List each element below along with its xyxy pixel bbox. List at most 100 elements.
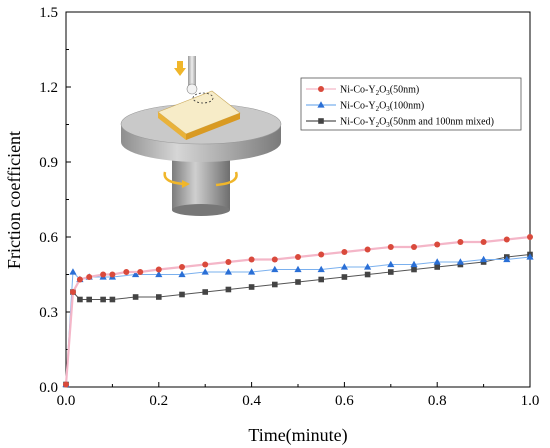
data-point-s3 [86,296,92,303]
legend-label-part: Ni-Co-Y [340,85,376,96]
data-point-s3 [341,274,348,280]
data-point-s1 [248,256,255,263]
data-point-s2 [433,258,441,265]
data-point-s2 [317,265,325,273]
data-point-s1 [480,239,487,245]
legend-label: Ni-Co-Y2O3(50nm and 100nm mixed) [340,117,494,130]
legend-label-part: 3 [386,105,390,113]
legend-label: Ni-Co-Y2O3(100nm) [340,101,424,114]
y-tick-label: 0.0 [39,380,58,396]
y-axis-title: Friction coefficient [4,131,24,269]
data-point-s3 [100,296,106,303]
legend-marker [317,101,325,108]
legend-label-part: 3 [386,89,390,97]
axis-ticks: 0.0 0.2 0.4 0.6 0.8 1.0 0.0 0.3 0.6 0.9 1.2 1.5 [39,5,539,409]
data-point-s1 [100,271,107,278]
data-point-s2 [132,270,140,278]
data-point-s2 [364,263,372,270]
data-point-s2 [456,258,464,265]
x-tick-label: 1.0 [521,393,540,409]
data-point-s3 [109,296,116,303]
data-point-s3 [364,271,371,278]
data-point-s1 [225,259,232,265]
data-point-s1 [503,236,510,243]
data-point-s3 [318,276,324,283]
data-point-s3 [225,286,232,293]
data-point-s2 [294,265,302,273]
data-point-s2 [387,260,395,268]
legend-label-part: 2 [376,89,380,97]
legend-label-part: Ni-Co-Y [340,101,376,112]
data-point-s3 [434,264,440,270]
x-tick-label: 0.0 [57,393,76,409]
data-point-s1 [364,246,371,253]
data-point-s3 [77,296,83,303]
data-point-s2 [480,255,488,263]
data-point-s1 [137,269,144,275]
data-point-s2 [69,268,77,275]
data-point-s2 [271,265,279,273]
legend-label-part: 3 [386,121,390,129]
data-point-s1 [411,244,417,250]
data-point-s2 [503,255,511,263]
x-tick-label: 0.6 [335,393,354,409]
data-point-s1 [86,274,93,280]
data-point-s1 [527,234,533,240]
data-point-s3 [179,291,185,298]
data-point-s1 [271,256,278,263]
data-point-s1 [295,254,301,260]
legend-label-part: (100nm) [390,101,424,112]
plot-frame [65,11,531,388]
data-point-s3 [388,269,394,275]
legend-label-part: (50nm and 100nm mixed) [390,117,494,128]
series-line-2 [65,256,531,385]
legend-label: Ni-Co-Y2O3(50nm) [340,85,419,98]
x-tick-label: 0.4 [242,393,261,409]
legend-label-part: O [379,117,386,128]
legend-marker [318,86,324,92]
data-point-s1 [341,249,348,255]
data-point-s2 [178,270,186,278]
y-tick-label: 0.3 [39,305,58,321]
data-point-s3 [132,294,139,300]
legend-box [300,77,522,131]
data-point-s3 [202,289,208,295]
data-point-s3 [272,281,278,288]
data-point-s1 [76,276,83,283]
data-point-s2 [224,268,232,275]
data-point-s2 [248,268,256,275]
legend-label-part: Ni-Co-Y [340,117,376,128]
data-point-s3 [411,266,417,273]
data-point-s3 [295,279,301,285]
data-point-s1 [155,266,162,273]
data-point-s3 [156,294,162,300]
data-point-s1 [318,251,325,258]
data-point-s1 [179,264,185,270]
x-axis-title: Time(minute) [248,425,347,446]
tribometer-schematic-icon [120,56,282,216]
data-point-s3 [248,284,255,290]
legend: Ni-Co-Y2O3(50nm)Ni-Co-Y2O3(100nm)Ni-Co-Y… [300,77,522,131]
data-point-s1 [69,289,76,295]
data-point-s2 [410,260,418,268]
data-point-s1 [434,241,441,248]
data-point-s1 [63,381,69,388]
legend-label-part: O [379,85,386,96]
x-tick-label: 0.2 [149,393,168,409]
legend-label-part: (50nm) [390,85,419,96]
x-tick-label: 0.8 [428,393,447,409]
data-point-s1 [123,269,130,275]
data-point-s1 [387,244,394,250]
data-point-s2 [201,268,209,275]
legend-label-part: O [379,101,386,112]
data-point-s1 [457,239,464,245]
y-tick-label: 0.6 [39,230,58,246]
y-tick-label: 1.5 [39,5,58,21]
data-point-s2 [155,270,163,278]
series-layer [62,234,534,388]
data-point-s2 [526,253,534,260]
data-point-s2 [340,263,348,270]
data-point-s1 [202,261,209,268]
y-tick-label: 0.9 [39,155,58,171]
